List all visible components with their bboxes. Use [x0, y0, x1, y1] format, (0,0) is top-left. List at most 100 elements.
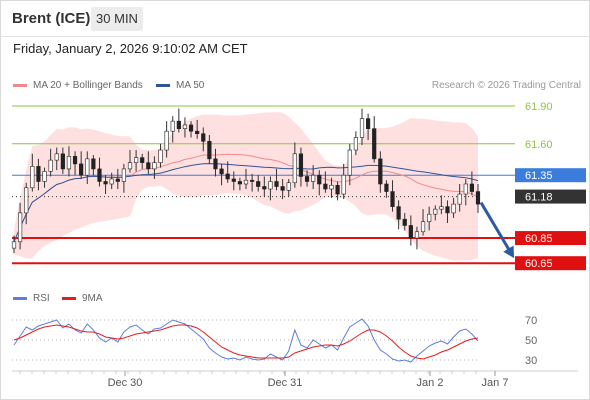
candle-down — [317, 174, 322, 185]
ma50-swatch — [156, 84, 170, 87]
candle-up — [18, 212, 23, 243]
candle-up — [109, 178, 114, 185]
candle-up — [292, 153, 297, 184]
candle-down — [115, 178, 120, 182]
candle-up — [439, 206, 444, 210]
candle-down — [72, 156, 78, 165]
credit-text: Research © 2026 Trading Central — [431, 80, 581, 91]
candle-down — [36, 166, 41, 182]
candle-up — [11, 241, 17, 249]
candle-down — [304, 176, 310, 182]
chart-header: Brent (ICE) 30 MIN — [0, 0, 590, 36]
rsi-tick-label: 70 — [525, 315, 537, 327]
candle-down — [408, 225, 413, 239]
candle-down — [207, 140, 212, 160]
price-label-resistance: 61.60 — [525, 139, 553, 151]
candle-up — [134, 157, 139, 163]
candle-down — [256, 181, 261, 187]
candle-down — [176, 120, 181, 129]
candle-up — [158, 149, 163, 163]
candle-down — [323, 183, 328, 190]
candle-down — [445, 206, 450, 214]
candle-down — [384, 183, 389, 192]
candle-down — [250, 179, 255, 182]
candle-up — [286, 182, 291, 191]
price-label-last: 61.18 — [525, 192, 553, 204]
timeframe-button[interactable]: 30 MIN — [91, 7, 143, 31]
candle-down — [195, 130, 200, 135]
price-label-bg-4 — [515, 231, 586, 246]
candle-up — [170, 120, 175, 132]
candle-up — [457, 193, 462, 205]
legend-ma20: MA 20 + Bollinger Bands — [13, 80, 143, 91]
candle-up — [42, 171, 47, 182]
candle-up — [341, 174, 346, 195]
candle-up — [127, 162, 133, 170]
time-tick-label: Dec 31 — [268, 377, 303, 389]
candle-up — [420, 221, 426, 233]
candle-down — [390, 191, 395, 207]
candle-down — [219, 168, 224, 175]
ma9-swatch — [62, 297, 76, 300]
rsi-line — [13, 318, 479, 363]
candle-down — [213, 158, 218, 170]
legend-9ma-label: 9MA — [82, 293, 103, 304]
candle-up — [182, 124, 188, 129]
candle-down — [97, 168, 102, 182]
header-divider — [0, 36, 590, 37]
legend-rsi-label: RSI — [33, 293, 50, 304]
candle-down — [402, 218, 407, 226]
rsi-swatch — [13, 297, 27, 300]
candle-up — [243, 179, 249, 185]
candle-up — [427, 213, 432, 223]
candle-down — [231, 178, 236, 182]
candle-down — [188, 124, 194, 132]
candle-down — [79, 163, 84, 176]
candle-down — [201, 133, 206, 142]
candle-down — [469, 183, 474, 192]
candle-down — [103, 181, 108, 185]
candle-up — [164, 130, 169, 151]
legend-ma50-label: MA 50 — [176, 80, 205, 91]
legend-rsi: RSI — [13, 293, 50, 304]
trend-arrow-shaft — [479, 201, 514, 256]
price-label-resistance: 61.90 — [525, 101, 553, 113]
candle-down — [274, 181, 279, 187]
rsi-tick-label: 30 — [525, 355, 537, 367]
rsi-tick-label: 50 — [525, 335, 537, 347]
instrument-title: Brent (ICE) — [12, 10, 91, 27]
legend-9ma: 9MA — [62, 293, 103, 304]
candle-up — [433, 208, 438, 215]
price-label-support: 60.65 — [525, 258, 553, 270]
price-label-bg-5 — [515, 256, 586, 271]
candle-up — [347, 149, 352, 176]
candle-down — [475, 191, 481, 205]
candle-up — [268, 181, 273, 190]
candle-up — [30, 166, 35, 189]
candle-down — [298, 153, 304, 177]
candle-up — [353, 137, 358, 151]
candle-down — [225, 173, 230, 180]
candle-up — [152, 162, 157, 170]
candle-down — [396, 206, 401, 220]
price-label-bg-3 — [515, 189, 586, 204]
rsi-9ma-line — [13, 324, 479, 360]
candle-up — [414, 231, 420, 239]
datetime-label: Friday, January 2, 2026 9:10:02 AM CET — [13, 41, 248, 56]
candle-down — [237, 181, 242, 185]
candle-down — [378, 158, 383, 185]
candle-down — [140, 157, 145, 163]
ma20-swatch — [13, 84, 27, 87]
price-label-bg-2 — [515, 168, 586, 183]
candle-up — [48, 159, 53, 172]
candle-down — [91, 158, 96, 170]
candle-down — [262, 186, 267, 190]
candle-down — [335, 184, 340, 195]
time-tick-label: Dec 30 — [108, 377, 143, 389]
candle-up — [24, 187, 29, 214]
candle-up — [85, 158, 90, 176]
candle-down — [146, 162, 151, 170]
candle-up — [54, 153, 59, 161]
time-tick-label: Jan 2 — [417, 377, 444, 389]
